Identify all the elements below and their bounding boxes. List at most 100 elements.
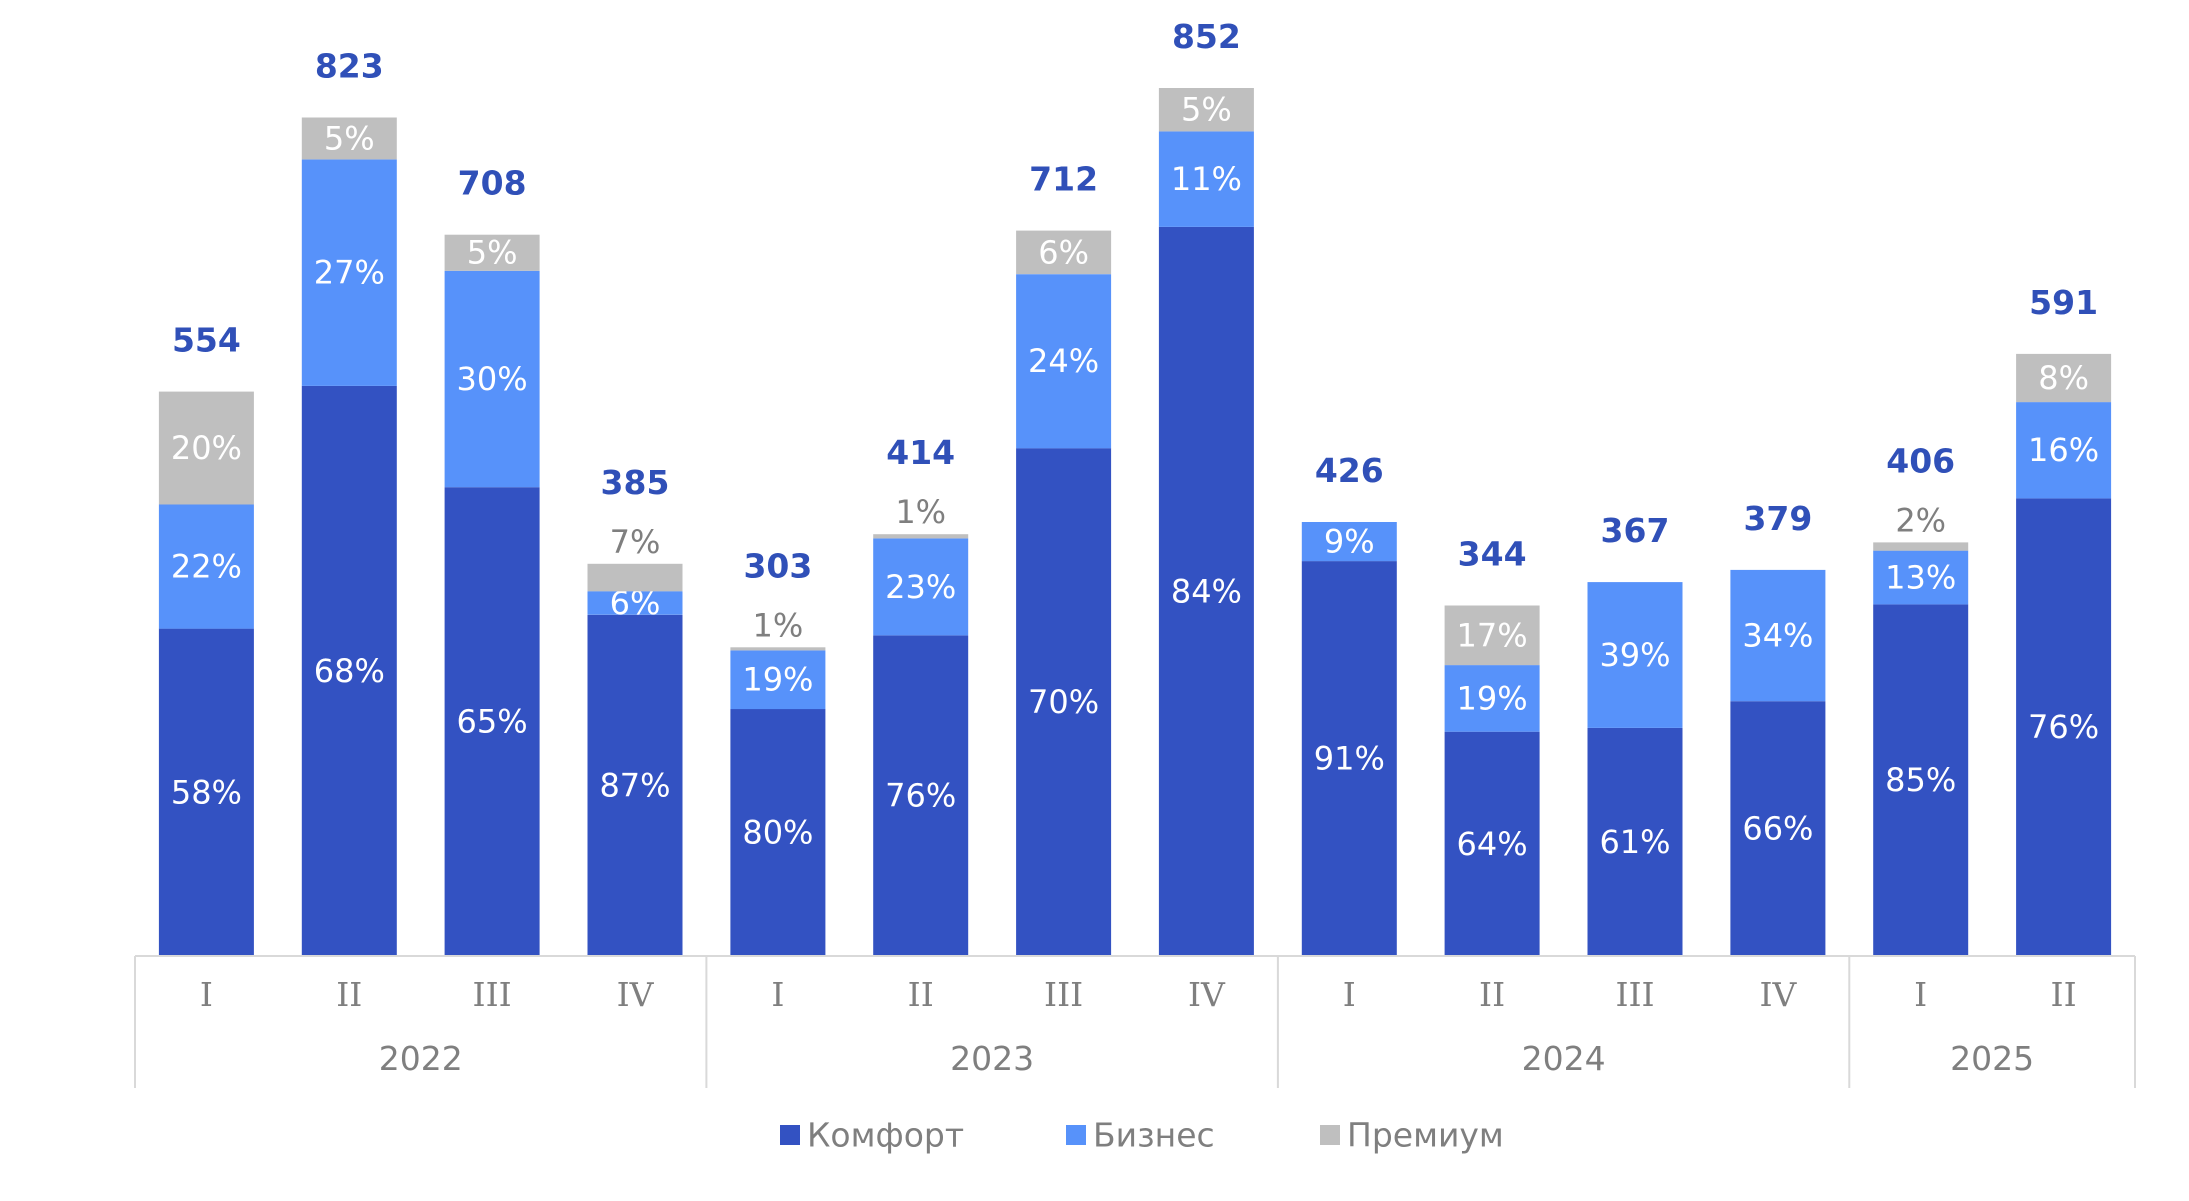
segment-value-label: 34% [1742, 617, 1813, 655]
bar-stack: 58% 22% 20% 554 [158, 321, 254, 956]
total-value-label: 823 [315, 47, 384, 86]
segment-value-label: 16% [2028, 431, 2099, 469]
bar-stack: 76% 23% 1% 414 [873, 433, 969, 956]
bar-segment-Бизнес [301, 159, 397, 386]
bars-layer: 58%22%20%55468%27%5%82365%30%5%70887%6%7… [158, 17, 2112, 956]
bar-segment-Бизнес [1016, 274, 1112, 449]
quarter-tick-label: III [473, 975, 512, 1014]
legend-label: Премиум [1347, 1116, 1504, 1155]
segment-value-label: 61% [1599, 823, 1670, 861]
total-value-label: 554 [172, 321, 241, 360]
segment-value-label: 65% [457, 703, 528, 741]
bar-stack: 66% 34% 379 [1730, 499, 1826, 956]
legend-swatch [1066, 1125, 1086, 1145]
bar-stack: 84% 11% 5% 852 [1158, 17, 1254, 956]
segment-value-label: 30% [457, 360, 528, 398]
bar-stack: 64% 19% 17% 344 [1444, 535, 1540, 956]
segment-value-label: 76% [885, 777, 956, 815]
quarter-tick-label: I [1343, 975, 1356, 1014]
segment-value-label: 70% [1028, 683, 1099, 721]
bar-segment-Премиум [2016, 353, 2112, 403]
bar-segment-Комфорт [1444, 731, 1540, 956]
quarter-tick-label: IV [1759, 975, 1797, 1014]
segment-value-label: 80% [742, 814, 813, 852]
bar-segment-Премиум [158, 391, 254, 505]
segment-value-label: 22% [171, 548, 242, 586]
segment-value-label: 91% [1314, 740, 1385, 778]
bar-segment-Премиум [587, 563, 683, 592]
segment-value-label: 87% [599, 766, 670, 804]
legend-item: Комфорт [780, 1116, 964, 1155]
segment-value-label: 23% [885, 568, 956, 606]
bar-segment-Премиум [1158, 88, 1254, 132]
bar-segment-Комфорт [1301, 561, 1397, 956]
segment-value-label: 1% [753, 606, 804, 644]
segment-value-label: 2% [1895, 501, 1946, 539]
segment-value-label: 19% [742, 661, 813, 699]
segment-value-label: 20% [171, 429, 242, 467]
bar-segment-Комфорт [1016, 448, 1112, 956]
segment-value-label: 5% [1181, 91, 1232, 129]
segment-value-label: 39% [1599, 636, 1670, 674]
bar-stack: 87%6%7%385 [587, 463, 683, 956]
segment-value-label: 5% [467, 234, 518, 272]
total-value-label: 591 [2029, 283, 2098, 322]
segment-value-label: 5% [324, 120, 375, 158]
total-value-label: 852 [1172, 17, 1241, 56]
year-group-label: 2022 [379, 1039, 463, 1078]
bar-segment-Бизнес [1587, 582, 1683, 728]
segment-value-label: 1% [895, 493, 946, 531]
bar-stack: 91% 9% 426 [1301, 451, 1397, 956]
bar-stack: 85% 13% 2% 406 [1873, 441, 1969, 956]
legend: Комфорт Бизнес Премиум [780, 1116, 1504, 1155]
bar-segment-Бизнес [158, 504, 254, 629]
bar-segment-Бизнес [2016, 402, 2112, 499]
quarter-tick-label: IV [1188, 975, 1226, 1014]
bar-segment-Комфорт [301, 385, 397, 956]
segment-value-label: 17% [1457, 616, 1528, 654]
segment-value-label: 58% [171, 773, 242, 811]
quarter-tick-label: I [200, 975, 213, 1014]
bar-segment-Премиум [1873, 542, 1969, 551]
total-value-label: 367 [1601, 511, 1670, 550]
quarter-tick-label: II [336, 975, 362, 1014]
bar-segment-Бизнес [1873, 550, 1969, 605]
total-value-label: 712 [1029, 160, 1098, 199]
quarter-tick-label: IV [617, 975, 655, 1014]
bar-segment-Бизнес [1158, 131, 1254, 227]
total-value-label: 708 [458, 164, 527, 203]
segment-value-label: 64% [1457, 825, 1528, 863]
segment-value-label: 11% [1171, 160, 1242, 198]
bar-segment-Премиум [1016, 230, 1112, 275]
bar-segment-Комфорт [1158, 226, 1254, 956]
bar-segment-Комфорт [873, 635, 969, 956]
legend-label: Бизнес [1093, 1116, 1215, 1155]
segment-value-label: 13% [1885, 559, 1956, 597]
bar-segment-Премиум [301, 117, 397, 160]
bar-segment-Комфорт [1873, 604, 1969, 956]
quarter-tick-label: II [1479, 975, 1505, 1014]
total-value-label: 344 [1458, 535, 1527, 574]
bar-stack: 61% 39% 367 [1587, 511, 1683, 956]
quarter-tick-label: II [908, 975, 934, 1014]
bar-segment-Бизнес [444, 270, 540, 488]
total-value-label: 385 [601, 463, 670, 502]
legend-swatch [1320, 1125, 1340, 1145]
bar-segment-Комфорт [158, 628, 254, 956]
total-value-label: 303 [743, 546, 812, 585]
segment-value-label: 27% [314, 254, 385, 292]
year-group-label: 2023 [950, 1039, 1034, 1078]
year-group-label: 2024 [1522, 1039, 1606, 1078]
quarter-tick-label: II [2051, 975, 2077, 1014]
segment-value-label: 84% [1171, 572, 1242, 610]
segment-value-label: 9% [1324, 523, 1375, 561]
segment-value-label: 85% [1885, 761, 1956, 799]
total-value-label: 379 [1743, 499, 1812, 538]
quarter-tick-label: III [1044, 975, 1083, 1014]
bar-segment-Премиум [873, 534, 969, 539]
quarter-tick-label: III [1615, 975, 1654, 1014]
segment-value-label: 76% [2028, 708, 2099, 746]
bar-segment-Бизнес [1301, 522, 1397, 562]
